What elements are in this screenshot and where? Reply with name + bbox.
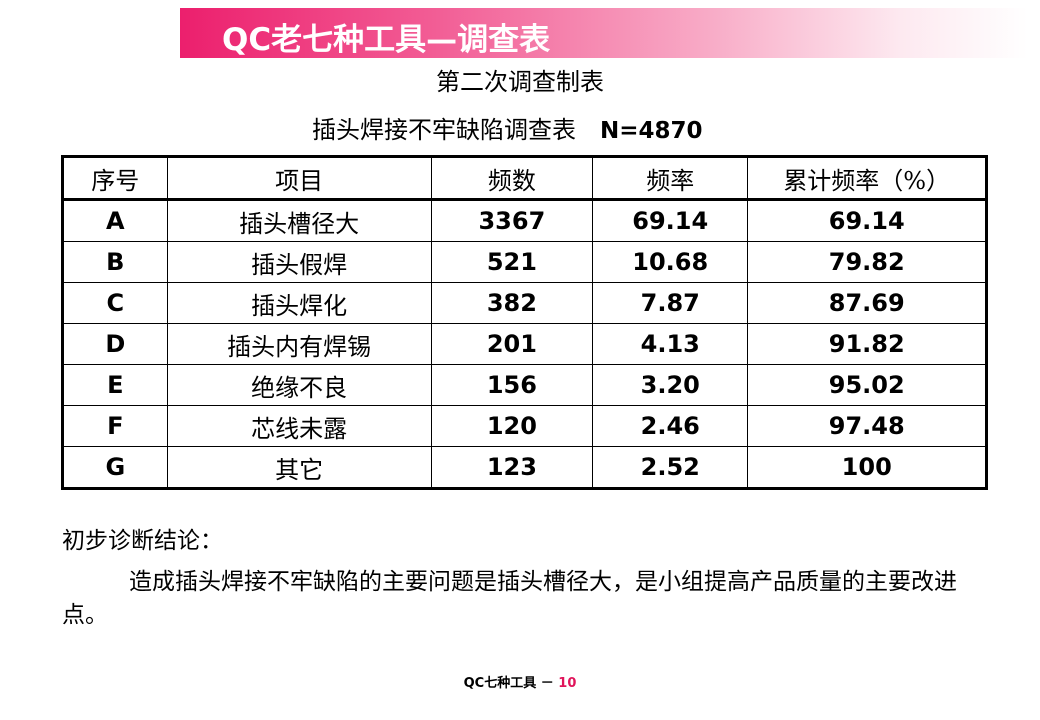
- header-cell-index: 序号: [62, 156, 168, 201]
- header-cell-cumulative: 累计频率（%）: [747, 156, 987, 201]
- title-banner: QC老七种工具—调查表: [180, 8, 1028, 58]
- row-frequency: 3.20: [592, 364, 749, 406]
- table-header-row: 序号 项目 频数 频率 累计频率（%）: [62, 156, 987, 201]
- table-row: G 其它 123 2.52 100: [62, 446, 987, 489]
- row-id: C: [62, 282, 168, 324]
- row-cumulative: 91.82: [747, 323, 987, 365]
- row-cumulative: 87.69: [747, 282, 987, 324]
- row-id: E: [62, 364, 168, 406]
- row-frequency: 10.68: [592, 241, 749, 283]
- row-item: 芯线未露: [166, 405, 432, 447]
- row-id: A: [62, 199, 168, 242]
- table-row: E 绝缘不良 156 3.20 95.02: [62, 364, 987, 406]
- row-item: 插头焊化: [166, 282, 432, 324]
- row-frequency: 4.13: [592, 323, 749, 365]
- row-count: 3367: [430, 199, 594, 242]
- footer-label: QC七种工具: [463, 676, 537, 691]
- row-count: 521: [430, 241, 594, 283]
- row-frequency: 7.87: [592, 282, 749, 324]
- header-cell-count: 频数: [430, 156, 594, 201]
- row-cumulative: 100: [747, 446, 987, 489]
- page-number: 10: [558, 676, 577, 691]
- footer-separator: －: [540, 676, 554, 691]
- row-cumulative: 69.14: [747, 199, 987, 242]
- table-title-line: 插头焊接不牢缺陷调查表 N=4870: [312, 110, 703, 145]
- row-cumulative: 95.02: [747, 364, 987, 406]
- row-item: 绝缘不良: [166, 364, 432, 406]
- row-count: 120: [430, 405, 594, 447]
- row-frequency: 2.46: [592, 405, 749, 447]
- row-id: D: [62, 323, 168, 365]
- row-cumulative: 79.82: [747, 241, 987, 283]
- table-row: A 插头槽径大 3367 69.14 69.14: [62, 199, 987, 242]
- row-cumulative: 97.48: [747, 405, 987, 447]
- slide-subtitle: 第二次调查制表: [436, 68, 604, 96]
- row-count: 156: [430, 364, 594, 406]
- row-count: 123: [430, 446, 594, 489]
- table-row: D 插头内有焊锡 201 4.13 91.82: [62, 323, 987, 365]
- table-row: F 芯线未露 120 2.46 97.48: [62, 405, 987, 447]
- conclusion-body: 造成插头焊接不牢缺陷的主要问题是插头槽径大，是小组提高产品质量的主要改进点。: [62, 569, 957, 628]
- table-row: B 插头假焊 521 10.68 79.82: [62, 241, 987, 283]
- row-item: 插头内有焊锡: [166, 323, 432, 365]
- row-id: B: [62, 241, 168, 283]
- header-cell-frequency: 频率: [592, 156, 749, 201]
- row-item: 插头槽径大: [166, 199, 432, 242]
- slide-title: QC老七种工具—调查表: [222, 22, 551, 58]
- conclusion-heading: 初步诊断结论：: [62, 528, 223, 554]
- row-item: 插头假焊: [166, 241, 432, 283]
- table-title: 插头焊接不牢缺陷调查表: [312, 116, 576, 144]
- sample-size: N=4870: [600, 118, 703, 144]
- row-frequency: 2.52: [592, 446, 749, 489]
- row-id: G: [62, 446, 168, 489]
- row-item: 其它: [166, 446, 432, 489]
- row-id: F: [62, 405, 168, 447]
- row-count: 201: [430, 323, 594, 365]
- header-cell-item: 项目: [166, 156, 432, 201]
- survey-table: 序号 项目 频数 频率 累计频率（%） A 插头槽径大 3367 69.14 6…: [61, 155, 988, 490]
- table-row: C 插头焊化 382 7.87 87.69: [62, 282, 987, 324]
- row-frequency: 69.14: [592, 199, 749, 242]
- row-count: 382: [430, 282, 594, 324]
- footer: QC七种工具 － 10: [0, 672, 1040, 691]
